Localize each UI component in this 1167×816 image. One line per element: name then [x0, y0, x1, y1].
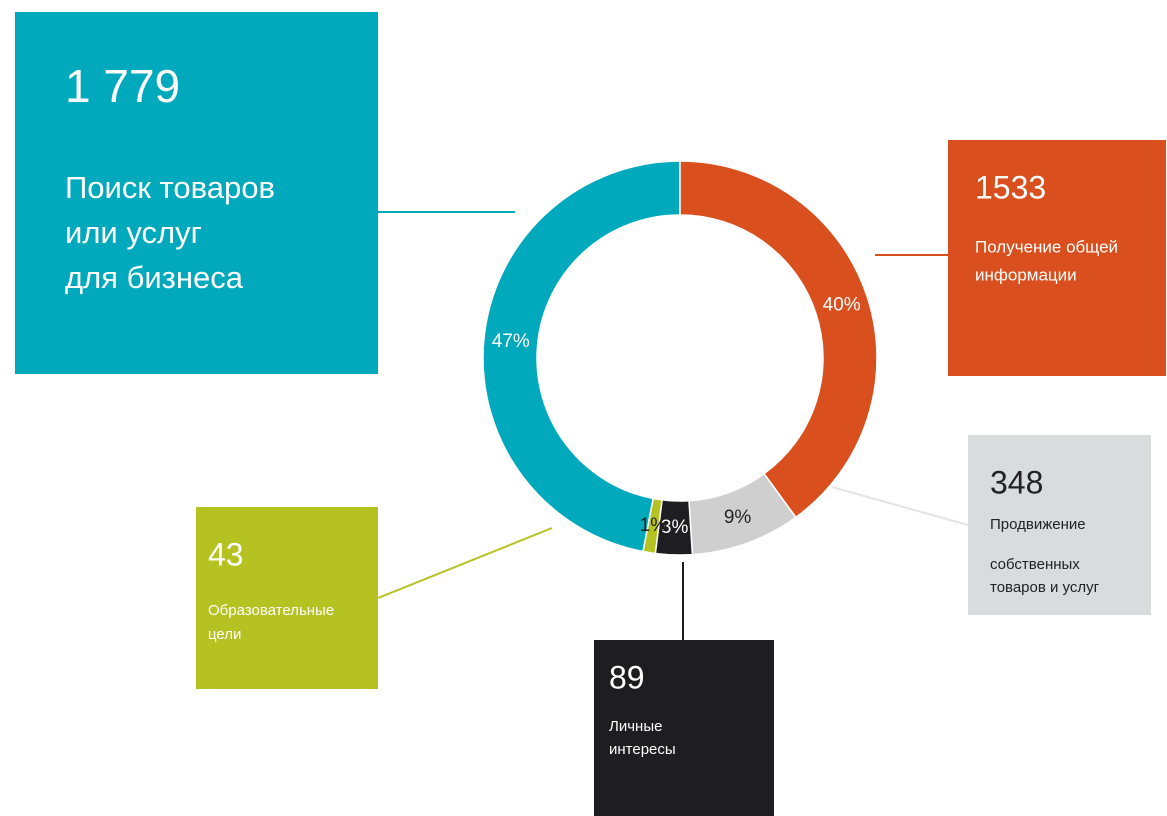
percent-label: 3% [661, 517, 689, 538]
percent-label: 1% [640, 515, 668, 536]
category-box [15, 12, 378, 374]
category-label: интересы [609, 741, 676, 758]
category-label: Продвижение [990, 516, 1086, 533]
count-label: 348 [990, 464, 1043, 500]
category-box [968, 435, 1151, 615]
category-label: товаров и услуг [990, 579, 1100, 596]
donut-slice [482, 160, 681, 553]
category-label: для бизнеса [65, 260, 244, 295]
connector [831, 486, 969, 526]
percent-label: 47% [492, 331, 530, 352]
donut-slice [679, 160, 878, 519]
category-box [594, 640, 774, 816]
category-label: Личные [609, 718, 662, 735]
category-box [948, 140, 1166, 376]
percent-label: 9% [724, 507, 752, 528]
count-label: 1 779 [65, 60, 180, 112]
connector [377, 527, 553, 599]
category-label: Получение общей [975, 237, 1118, 256]
category-label: цели [208, 626, 241, 643]
category-label: собственных [990, 556, 1080, 573]
category-label: Поиск товаров [65, 170, 275, 205]
count-label: 89 [609, 659, 645, 695]
category-label: или услуг [65, 215, 202, 250]
count-label: 43 [208, 536, 244, 572]
category-box [196, 507, 378, 689]
count-label: 1533 [975, 169, 1046, 205]
percent-label: 40% [823, 294, 861, 315]
category-label: информации [975, 265, 1077, 284]
donut-slice [642, 497, 663, 555]
category-label: Образовательные [208, 602, 334, 619]
